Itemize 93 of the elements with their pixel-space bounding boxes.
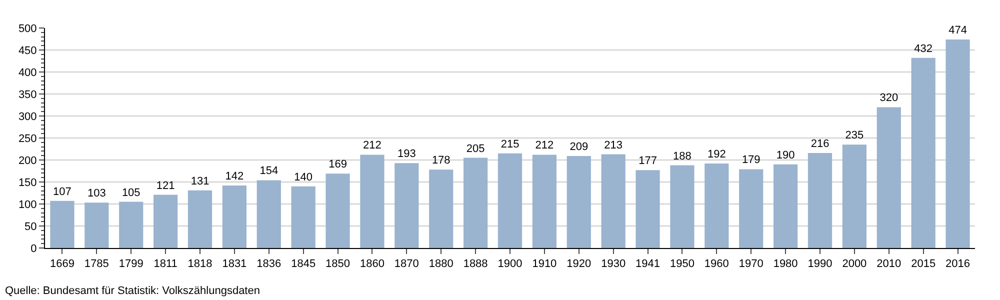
data-label: 474 [948,24,967,36]
x-tick-label: 1799 [118,258,144,270]
y-tick-label: 450 [18,44,37,57]
data-label: 432 [914,42,933,55]
x-tick-label: 1831 [222,258,247,270]
x-tick-label: 1845 [291,258,316,270]
y-tick-label: 100 [18,198,37,211]
bar [222,186,246,248]
x-tick-label: 1870 [394,258,419,270]
bar [360,154,384,248]
y-tick-label: 500 [18,22,37,35]
x-tick-label: 1669 [50,258,74,270]
bar [394,163,419,248]
x-tick-label: 1818 [188,258,212,270]
data-label: 178 [432,154,450,167]
bar [842,144,866,248]
bar [808,152,832,248]
data-label: 188 [673,150,692,162]
y-tick-label: 0 [30,242,37,255]
x-tick-label: 2010 [876,258,902,270]
data-label: 105 [122,186,140,199]
x-tick-label: 2000 [842,258,867,270]
data-label: 320 [880,92,898,104]
y-tick-label: 350 [18,88,37,101]
x-tick-label: 1900 [498,258,522,270]
bar [154,194,178,248]
bar [84,202,109,248]
x-tick-label: 1990 [808,258,832,270]
data-label: 142 [225,170,244,183]
y-tick-label: 200 [18,154,37,167]
bar [774,164,798,248]
bar [188,190,212,248]
data-label: 193 [397,148,416,160]
x-tick-label: 1950 [670,258,694,270]
x-tick-label: 1970 [738,258,764,270]
x-tick-label: 1910 [532,258,557,270]
bar [876,107,901,248]
data-label: 179 [742,154,760,166]
bar [704,164,729,248]
bar [256,180,281,248]
y-tick-label: 150 [18,176,37,189]
data-label: 121 [156,180,175,192]
bar [326,174,350,248]
x-tick-label: 1980 [773,258,798,270]
x-tick-label: 2015 [911,258,936,270]
bar [498,153,522,248]
x-tick-label: 1930 [601,258,626,270]
data-label: 235 [845,130,864,142]
x-tick-label: 1888 [463,258,488,270]
data-label: 177 [638,155,657,168]
bar [670,165,694,248]
data-label: 212 [535,140,554,152]
bar [636,170,660,248]
x-tick-label: 1785 [84,258,109,270]
y-tick-label: 50 [24,220,37,233]
source-note: Quelle: Bundesamt für Statistik: Volkszählungsdaten [5,285,260,297]
data-label: 216 [810,138,830,150]
bar [464,158,488,248]
data-label: 209 [570,141,588,154]
data-label: 190 [776,149,795,162]
x-tick-label: 1836 [256,258,282,270]
x-tick-label: 1880 [428,258,454,270]
data-label: 103 [87,188,106,200]
bar [532,154,556,248]
y-tick-label: 300 [18,110,37,123]
x-tick-label: 1920 [566,258,592,270]
data-label: 212 [363,140,382,152]
data-label: 131 [190,175,210,188]
bar [911,58,936,248]
data-label: 213 [604,139,623,152]
data-label: 140 [294,171,313,184]
bar [291,186,316,248]
y-tick-label: 400 [18,66,37,79]
bar [566,156,591,248]
bar [946,39,970,248]
data-label: 169 [328,158,347,171]
bar [119,202,144,248]
x-tick-label: 1941 [636,258,660,270]
data-label: 215 [500,138,520,150]
x-tick-label: 1811 [154,258,178,270]
x-tick-label: 1960 [704,258,729,270]
data-label: 154 [260,165,278,178]
data-label: 107 [53,186,72,198]
bar [50,200,74,248]
bar [429,170,454,248]
bar [739,169,764,248]
y-tick-label: 250 [18,132,37,145]
data-label: 205 [466,142,485,155]
x-tick-label: 1860 [360,258,384,270]
data-label: 192 [707,148,726,161]
x-tick-label: 2016 [946,258,970,270]
x-tick-label: 1850 [326,258,350,270]
bar [601,154,626,248]
